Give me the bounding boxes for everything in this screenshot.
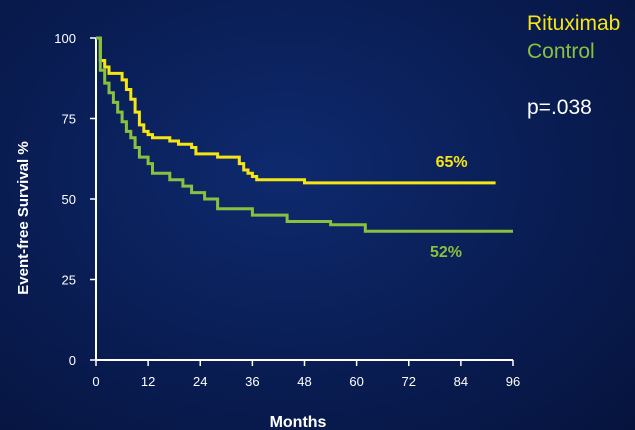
legend-rituximab: Rituximab bbox=[527, 12, 620, 35]
x-tick-label: 0 bbox=[92, 374, 99, 389]
y-tick-label: 0 bbox=[69, 353, 76, 368]
x-tick-label: 36 bbox=[245, 374, 259, 389]
x-tick-label: 24 bbox=[193, 374, 207, 389]
curve-control bbox=[96, 36, 513, 233]
x-tick-label: 96 bbox=[506, 374, 520, 389]
survival-curves bbox=[96, 36, 513, 233]
curve-rituximab bbox=[96, 36, 496, 185]
end-label-control: 52% bbox=[430, 244, 462, 261]
x-axis-title: Months bbox=[270, 414, 327, 430]
x-tick-label: 84 bbox=[454, 374, 468, 389]
axis-ticks: 0 12 24 36 48 60 72 84 96 0 25 50 75 100 bbox=[54, 31, 520, 389]
y-tick-label: 50 bbox=[62, 192, 76, 207]
y-tick-label: 100 bbox=[54, 31, 76, 46]
legend-control: Control bbox=[527, 40, 595, 63]
x-tick-label: 12 bbox=[141, 374, 155, 389]
y-tick-label: 25 bbox=[62, 273, 76, 288]
x-tick-label: 72 bbox=[402, 374, 416, 389]
y-axis-title: Event-free Survival % bbox=[15, 141, 32, 294]
x-tick-label: 60 bbox=[349, 374, 363, 389]
end-labels: 65% 52% bbox=[430, 154, 468, 261]
p-value-label: p=.038 bbox=[527, 96, 592, 119]
y-tick-label: 75 bbox=[62, 112, 76, 127]
x-tick-label: 48 bbox=[297, 374, 311, 389]
end-label-rituximab: 65% bbox=[436, 154, 468, 171]
